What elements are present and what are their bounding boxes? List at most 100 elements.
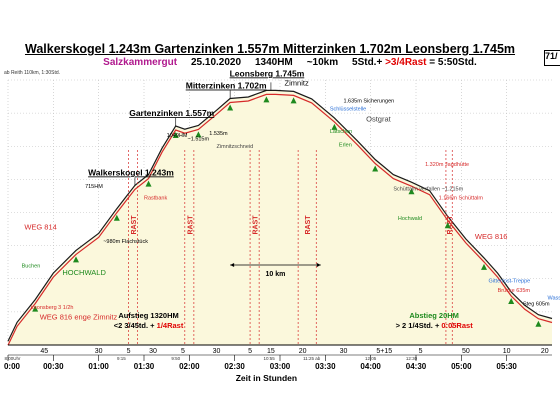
tree-icon	[290, 97, 297, 104]
segment-duration-label: 30	[340, 348, 348, 355]
annotation-label: 1049HM	[167, 133, 188, 139]
axis-note: ab Reith 110km, 1:30Std.	[4, 70, 60, 76]
rest-band-label: RAST	[305, 215, 312, 235]
annotation-label: Zimnitzschneid	[217, 144, 254, 150]
tree-icon	[195, 131, 202, 138]
tree-icon	[32, 305, 39, 312]
tree-icon	[227, 104, 234, 111]
annotation-label: Buchen	[22, 263, 41, 269]
time-mark-label: 9:15	[117, 356, 126, 361]
segment-duration-label: 5	[248, 348, 252, 355]
annotation-label: Gitterrost-Treppe	[489, 279, 531, 285]
annotation-layer: Walkerskogel 1.243m Gartenzinken 1.557m Mi…	[4, 68, 560, 330]
tree-icon	[408, 188, 415, 195]
segment-duration-label: 30	[149, 348, 157, 355]
x-tick-label: 01:30	[134, 362, 155, 371]
segment-duration-label: 30	[95, 348, 103, 355]
x-tick-label: 05:30	[496, 362, 517, 371]
segment-duration-label: 15	[267, 348, 275, 355]
axis-layer: 45 30 5 30 5 30 5 15 20 30 5+15 5 50 10 20 8:00Uhr 9:15 9…	[4, 344, 552, 383]
annotation-label: 1.635m Sicherungen	[343, 99, 394, 105]
x-tick-label: 02:30	[224, 362, 245, 371]
trail-layer	[7, 93, 553, 346]
duration-label-b: >3/4Rast	[385, 57, 427, 68]
segment-duration-label: 10	[503, 348, 511, 355]
annotation-label: ~980m Flachstück	[103, 239, 148, 245]
segment-duration-label: 50	[462, 348, 470, 355]
annotation-label: Steg 605m	[523, 301, 550, 307]
annotation-label: Wasser	[547, 296, 560, 302]
annotation-label: Rastbank	[144, 195, 167, 201]
segment-duration-label: 20	[299, 348, 307, 355]
date-label: 25.10.2020	[191, 57, 242, 68]
x-axis-title: Zeit in Stunden	[236, 373, 297, 383]
distance-label: ~10km	[306, 57, 339, 68]
distance-arrow-head	[316, 263, 321, 267]
rest-band-label: RAST	[253, 215, 260, 235]
annotation-label: Erlen	[339, 142, 352, 148]
annotation-label: Zimnitz	[285, 79, 309, 88]
annotation-label: 715HM	[85, 184, 103, 190]
page-tag: 71/	[544, 50, 560, 66]
annotation-label: Brücke 635m	[498, 288, 531, 294]
segment-duration-label: 20	[541, 348, 549, 355]
peak-label: Walkerskogel 1.243m	[88, 167, 174, 177]
trail-path	[7, 93, 553, 346]
tree-icon	[481, 263, 487, 270]
chart-header: Walkerskogel 1.243m Gartenzinken 1.557m …	[0, 0, 560, 70]
x-tick-label: 03:00	[270, 362, 291, 371]
peak-label: Gartenzinken 1.557m	[129, 108, 214, 118]
distance-arrow-head	[230, 263, 235, 267]
segment-duration-label: 30	[213, 348, 221, 355]
summary-box-title: Aufstieg 1320HM	[118, 311, 178, 320]
summary-box-detail: <2 3/45td. + 1/4Rast	[114, 321, 184, 330]
distance-label: 10 km	[266, 271, 286, 278]
peak-label: Leonsberg 1.745m	[230, 68, 305, 78]
segment-duration-label: 5	[419, 348, 423, 355]
rest-band-label: RAST	[131, 215, 138, 235]
summary-box-detail-b: 0:05Rast	[441, 321, 473, 330]
x-tick-label: 04:30	[406, 362, 427, 371]
x-tick-label: 02:00	[179, 362, 200, 371]
annotation-label: 1.166m Schüttalm	[439, 195, 484, 201]
rest-band-label: RAST	[187, 215, 194, 235]
tree-icon	[263, 96, 270, 103]
annotation-label: Latschen	[330, 129, 352, 135]
annotation-label: Schüttalm verfallen ~1.215m	[393, 187, 463, 193]
x-tick-label: 01:00	[88, 362, 109, 371]
time-mark-label: 11:25 ab	[303, 356, 321, 361]
annotation-label: HOCHWALD	[62, 268, 106, 277]
segment-duration-label: 5+15	[376, 348, 392, 355]
tree-icon	[113, 214, 120, 221]
ascent-label: 1340HM	[254, 57, 293, 68]
x-tick-label: 05:00	[451, 362, 472, 371]
tree-icon	[535, 320, 542, 327]
time-mark-label: 12:30	[406, 356, 418, 361]
annotation-label: ~1.515m	[188, 137, 210, 143]
segment-duration-label: 45	[40, 348, 48, 355]
duration-label-c: = 5:50Std.	[429, 57, 477, 68]
x-tick-label: 04:00	[360, 362, 381, 371]
summary-box-title: Abstieg 20HM	[409, 311, 459, 320]
tree-icon	[73, 256, 79, 263]
summary-box-detail-a: > 2 1/4Std. +	[396, 321, 442, 330]
summary-box-detail-a: <2 3/45td. +	[114, 321, 157, 330]
segment-duration-label: 5	[127, 348, 131, 355]
x-tick-label: 00:30	[43, 362, 64, 371]
annotation-label: WEG 816 enge Zimnitz	[40, 312, 118, 321]
x-tick-label: 03:30	[315, 362, 336, 371]
x-tick-label: 0:00	[4, 362, 21, 371]
profile-fill-layer	[7, 89, 553, 346]
annotation-label: WEG 814	[24, 223, 57, 232]
tree-icon	[145, 180, 152, 187]
tree-icon	[172, 131, 179, 138]
tree-icon	[444, 222, 451, 229]
time-mark-label: 10:55	[263, 356, 275, 361]
annotation-label: WEG 816	[475, 232, 508, 241]
region-label: Salzkammergut	[103, 57, 178, 68]
annotation-label: 1.535m	[209, 131, 228, 137]
tour-subtitle: Salzkammergut 25.10.2020 1340HM ~10km 5S…	[40, 57, 540, 68]
summary-box-detail: > 2 1/4Std. + 0:05Rast	[396, 321, 474, 330]
tree-icon	[331, 123, 338, 130]
